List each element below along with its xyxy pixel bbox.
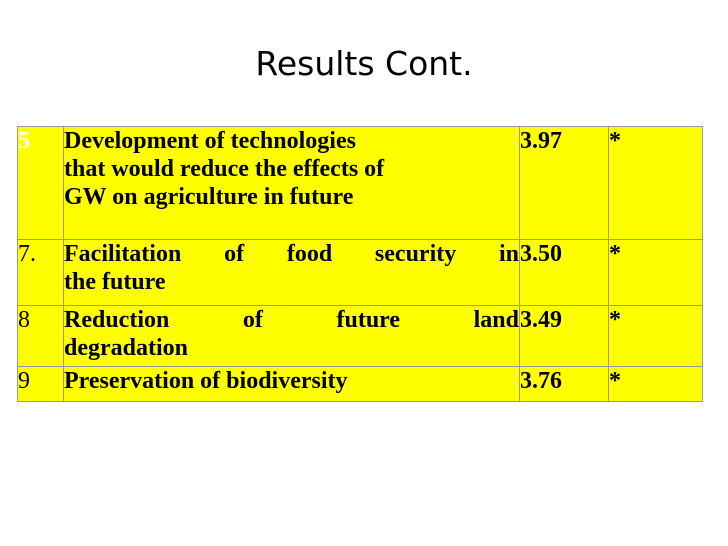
description-line: degradation (64, 335, 189, 361)
row-number: 9 (17, 366, 64, 402)
description-line: that would reduce the effects of (64, 156, 385, 182)
table-row: 9 Preservation of biodiversity 3.76 * (17, 366, 703, 402)
slide-title: Results Cont. (255, 44, 473, 83)
row-score: 3.49 (519, 305, 609, 367)
row-score: 3.50 (519, 239, 609, 306)
table-row: 8 Reduction of future land degradation 3… (17, 305, 703, 367)
description-line: GW on agriculture in future (64, 184, 354, 210)
row-significance: * (608, 305, 703, 367)
description-line: Facilitation of food security in (64, 241, 519, 267)
table-row: 7. Facilitation of food security in the … (17, 239, 703, 306)
row-description: Development of technologies that would r… (63, 126, 520, 240)
row-number: 7. (17, 239, 64, 306)
description-line: Preservation of biodiversity (64, 368, 348, 394)
row-number: 5 (17, 126, 64, 240)
description-line: the future (64, 269, 166, 295)
row-description: Reduction of future land degradation (63, 305, 520, 367)
row-score: 3.97 (519, 126, 609, 240)
row-score: 3.76 (519, 366, 609, 402)
row-description: Facilitation of food security in the fut… (63, 239, 520, 306)
description-line: Development of technologies (64, 128, 356, 154)
row-description: Preservation of biodiversity (63, 366, 520, 402)
row-significance: * (608, 366, 703, 402)
table-row: 5 Development of technologies that would… (17, 126, 703, 240)
results-table: 5 Development of technologies that would… (17, 126, 703, 402)
row-significance: * (608, 126, 703, 240)
description-line: Reduction of future land (64, 307, 519, 333)
row-number: 8 (17, 305, 64, 367)
row-significance: * (608, 239, 703, 306)
